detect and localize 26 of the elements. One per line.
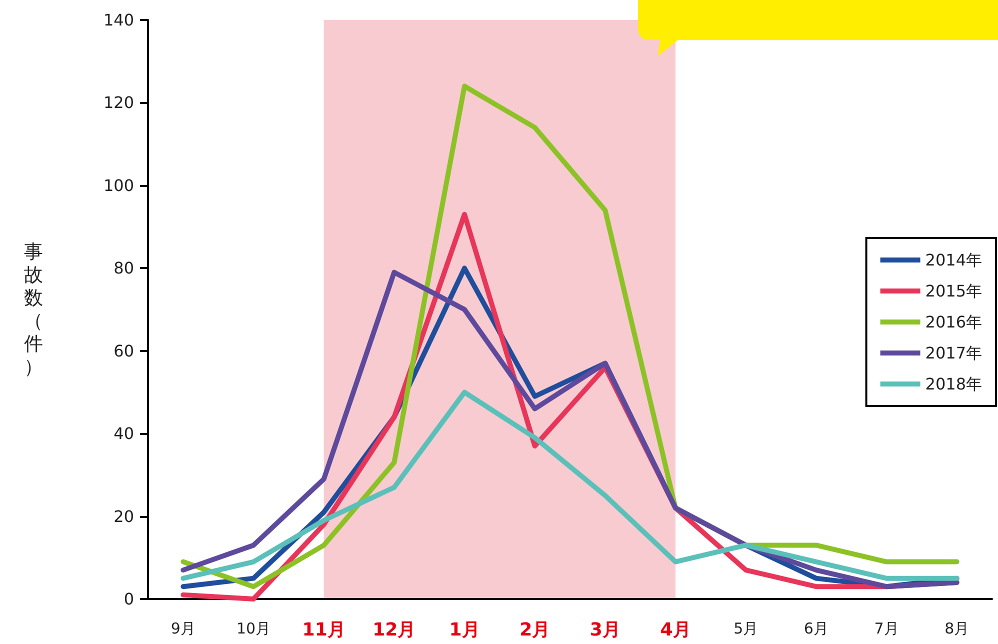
legend-label: 2014年 [925,250,982,270]
x-tick-label: 4月 [660,620,691,640]
x-tick-label: 10月 [236,620,271,638]
y-tick-label: 20 [114,506,134,526]
y-tick-label: 40 [114,424,134,444]
x-tick-label: 8月 [944,620,970,638]
y-tick-label: 100 [103,176,134,195]
x-tick-label: 9月 [170,620,196,638]
legend-label: 2017年 [925,344,982,362]
x-tick-label: 1月 [449,620,480,640]
x-tick-label: 6月 [804,620,828,638]
y-tick-label: 80 [114,258,134,278]
y-tick-label: 140 [103,10,134,30]
y-tick-label: 120 [103,93,134,112]
x-tick-label: 2月 [520,620,550,640]
y-tick-label: 0 [124,590,134,608]
x-tick-label: 5月 [734,620,758,638]
x-tick-label: 11月 [302,620,346,640]
legend-label: 2015年 [925,282,982,300]
legend-label: 2018年 [925,374,982,394]
x-tick-label: 12月 [372,620,416,640]
x-tick-label: 3月 [590,620,620,640]
legend-label: 2016年 [925,312,982,332]
x-tick-label: 7月 [874,620,899,638]
y-tick-label: 60 [114,341,134,360]
y-axis-title: 事故数（件） [24,241,43,378]
